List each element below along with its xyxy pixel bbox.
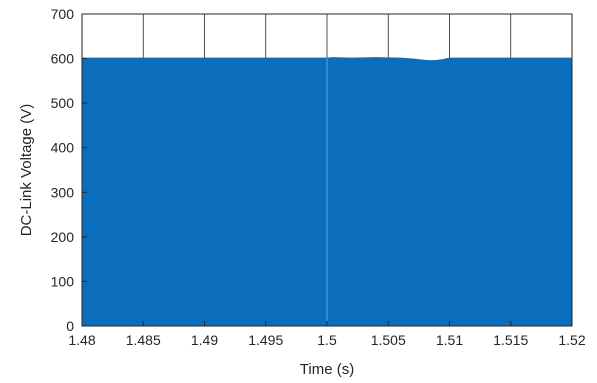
x-tick-label: 1.485 [126,332,161,348]
x-axis: 1.48 1.485 1.49 1.495 1.5 1.505 1.51 1.515 1.52 [68,321,586,348]
plot-area [81,13,573,327]
y-tick-label: 0 [66,318,74,334]
x-tick-label: 1.495 [248,332,283,348]
x-tick-label: 1.52 [558,332,585,348]
y-tick-label: 300 [51,184,75,200]
x-tick-label: 1.505 [371,332,406,348]
x-tick-label: 1.5 [317,332,337,348]
y-axis: 0 100 200 300 400 500 600 700 [51,6,87,334]
x-tick-label: 1.51 [436,332,463,348]
x-tick-label: 1.515 [493,332,528,348]
x-axis-title: Time (s) [300,361,354,378]
y-tick-label: 100 [51,273,75,289]
x-tick-label: 1.48 [68,332,95,348]
y-tick-label: 700 [51,6,75,22]
y-tick-label: 500 [51,95,75,111]
x-tick-label: 1.49 [191,332,218,348]
y-tick-label: 400 [51,140,75,156]
y-tick-label: 600 [51,51,75,67]
y-tick-label: 200 [51,229,75,245]
y-axis-title: DC-Link Voltage (V) [18,104,35,237]
